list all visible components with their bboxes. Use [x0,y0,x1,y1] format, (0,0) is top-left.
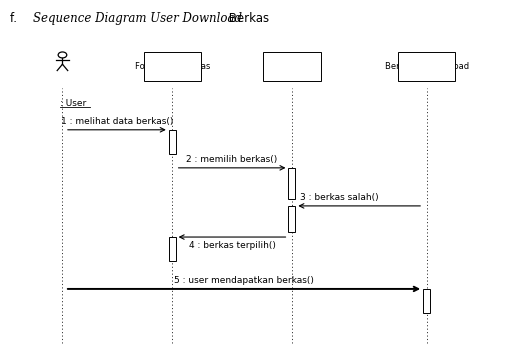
Text: Form Data Berkas: Form Data Berkas [134,62,210,71]
Bar [423,289,430,313]
Bar [263,52,321,82]
Bar [289,168,295,199]
Bar [168,237,176,261]
Bar [289,206,295,232]
Text: Sequence Diagram User Download: Sequence Diagram User Download [33,12,242,25]
Bar [144,52,201,82]
Text: Berkas: Berkas [224,12,269,25]
Text: : User: : User [60,99,86,108]
Text: 1 : melihat data berkas(): 1 : melihat data berkas() [61,116,173,126]
Text: 5 : user mendapatkan berkas(): 5 : user mendapatkan berkas() [174,276,314,285]
Text: Pilih Berkas: Pilih Berkas [267,62,317,71]
Bar [168,130,176,154]
Text: f.: f. [10,12,24,25]
Text: 3 : berkas salah(): 3 : berkas salah() [300,193,379,202]
Text: 4 : berkas terpilih(): 4 : berkas terpilih() [189,241,275,250]
Text: 2 : memilih berkas(): 2 : memilih berkas() [186,155,278,164]
Bar [398,52,455,82]
Text: Berkas terdownload: Berkas terdownload [384,62,469,71]
